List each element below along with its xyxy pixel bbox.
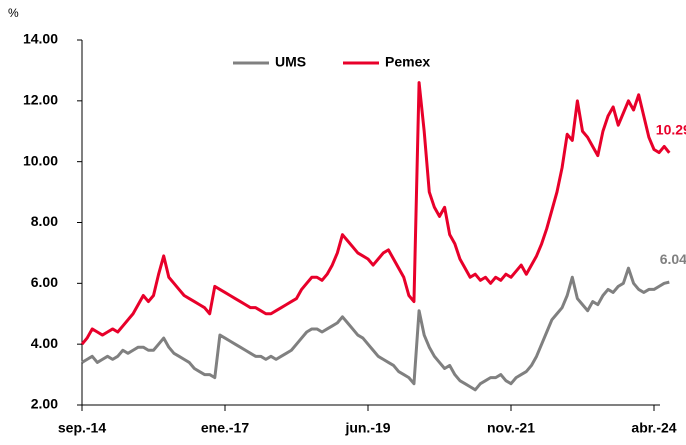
y-tick-label: 4.00 bbox=[31, 335, 58, 351]
value-label: 10.29 bbox=[656, 122, 686, 138]
x-tick-label: sep.-14 bbox=[58, 420, 106, 436]
y-tick-label: 8.00 bbox=[31, 213, 58, 229]
x-tick-label: nov.-21 bbox=[487, 420, 535, 436]
y-tick-label: 14.00 bbox=[23, 31, 58, 47]
value-label: 6.04 bbox=[660, 251, 686, 267]
line-series bbox=[81, 266, 670, 392]
legend-label: Pemex bbox=[385, 54, 430, 70]
y-tick-label: 10.00 bbox=[23, 152, 58, 168]
x-tick-label: abr.-24 bbox=[631, 420, 676, 436]
y-tick-label: 2.00 bbox=[31, 396, 58, 412]
x-tick-label: ene.-17 bbox=[201, 420, 249, 436]
x-tick-label: jun.-19 bbox=[344, 420, 390, 436]
line-series bbox=[80, 81, 671, 346]
y-tick-label: 6.00 bbox=[31, 274, 58, 290]
legend-label: UMS bbox=[275, 54, 306, 70]
y-tick-label: 12.00 bbox=[23, 92, 58, 108]
y-unit: % bbox=[8, 6, 19, 20]
